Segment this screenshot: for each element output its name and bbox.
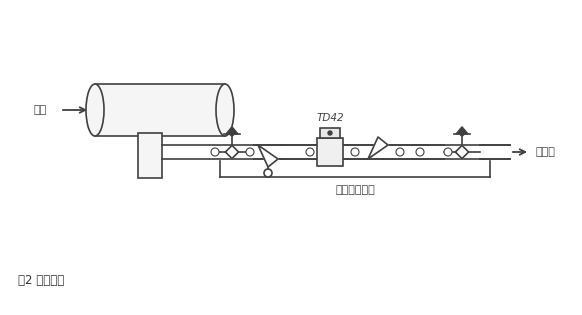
Circle shape (444, 148, 452, 156)
Polygon shape (258, 145, 278, 167)
Text: 蒸汽疏水阀组: 蒸汽疏水阀组 (335, 185, 375, 195)
Circle shape (264, 169, 272, 177)
Polygon shape (226, 127, 238, 134)
Polygon shape (456, 127, 468, 134)
Bar (138, 133, 162, 178)
Text: 冷凝水: 冷凝水 (535, 147, 555, 157)
Circle shape (416, 148, 424, 156)
Circle shape (230, 132, 234, 136)
Polygon shape (225, 146, 239, 158)
Polygon shape (455, 146, 469, 158)
Polygon shape (368, 137, 388, 159)
Circle shape (328, 131, 332, 135)
Ellipse shape (86, 84, 104, 136)
Circle shape (351, 148, 359, 156)
Text: 图2 典型应用: 图2 典型应用 (18, 274, 64, 287)
Bar (320, 128, 340, 138)
Circle shape (396, 148, 404, 156)
Circle shape (246, 148, 254, 156)
Bar (95, 84, 225, 136)
Text: TD42: TD42 (316, 113, 344, 123)
Ellipse shape (216, 84, 234, 136)
Circle shape (306, 148, 314, 156)
Circle shape (460, 132, 464, 136)
Circle shape (211, 148, 219, 156)
Text: 蒸汽: 蒸汽 (34, 105, 47, 115)
Bar (317, 138, 343, 166)
